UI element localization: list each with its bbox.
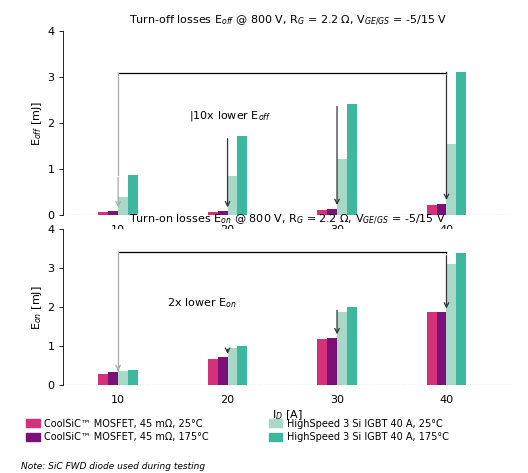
Bar xyxy=(447,144,456,215)
Bar xyxy=(347,104,357,215)
Bar xyxy=(238,346,247,385)
Bar xyxy=(337,312,347,385)
Bar xyxy=(98,212,108,215)
Bar xyxy=(238,136,247,215)
Title: Turn-off losses E$_{off}$ @ 800 V, R$_G$ = 2.2 Ω, V$_{GE/GS}$ = -5/15 V: Turn-off losses E$_{off}$ @ 800 V, R$_G$… xyxy=(128,14,447,28)
Text: |10x lower E$_{off}$: |10x lower E$_{off}$ xyxy=(189,109,271,123)
Text: Note: SiC FWD diode used during testing: Note: SiC FWD diode used during testing xyxy=(21,462,205,471)
Bar xyxy=(208,359,218,385)
X-axis label: I$_D$ [A]: I$_D$ [A] xyxy=(272,238,303,252)
Bar xyxy=(208,212,218,215)
Bar xyxy=(437,312,447,385)
Bar xyxy=(437,204,447,215)
Bar xyxy=(447,264,456,385)
Bar xyxy=(218,211,228,215)
Bar xyxy=(128,175,138,215)
Bar xyxy=(317,210,327,215)
Bar xyxy=(108,211,118,215)
Bar xyxy=(317,339,327,385)
Y-axis label: E$_{on}$ [mJ]: E$_{on}$ [mJ] xyxy=(31,285,44,330)
X-axis label: I$_D$ [A]: I$_D$ [A] xyxy=(272,408,303,422)
Bar xyxy=(427,312,437,385)
Bar xyxy=(228,176,238,215)
Legend: CoolSiC™ MOSFET, 45 mΩ, 25°C, CoolSiC™ MOSFET, 45 mΩ, 175°C: CoolSiC™ MOSFET, 45 mΩ, 25°C, CoolSiC™ M… xyxy=(26,419,209,442)
Bar xyxy=(327,338,337,385)
Bar xyxy=(108,372,118,385)
Bar xyxy=(98,374,108,385)
Bar xyxy=(218,358,228,385)
Legend: HighSpeed 3 Si IGBT 40 A, 25°C, HighSpeed 3 Si IGBT 40 A, 175°C: HighSpeed 3 Si IGBT 40 A, 25°C, HighSpee… xyxy=(269,419,449,442)
Bar xyxy=(327,209,337,215)
Bar xyxy=(337,159,347,215)
Text: 2x lower E$_{on}$: 2x lower E$_{on}$ xyxy=(167,297,237,310)
Bar xyxy=(118,371,128,385)
Bar xyxy=(347,307,357,385)
Bar xyxy=(128,370,138,385)
Bar xyxy=(427,205,437,215)
Title: Turn-on losses E$_{on}$ @ 800 V, R$_G$ = 2.2 Ω, V$_{GE/GS}$ = -5/15 V: Turn-on losses E$_{on}$ @ 800 V, R$_G$ =… xyxy=(129,213,446,227)
Y-axis label: E$_{off}$ [mJ]: E$_{off}$ [mJ] xyxy=(31,100,44,146)
Bar xyxy=(118,197,128,215)
Bar xyxy=(456,253,466,385)
Bar xyxy=(456,72,466,215)
Bar xyxy=(228,348,238,385)
